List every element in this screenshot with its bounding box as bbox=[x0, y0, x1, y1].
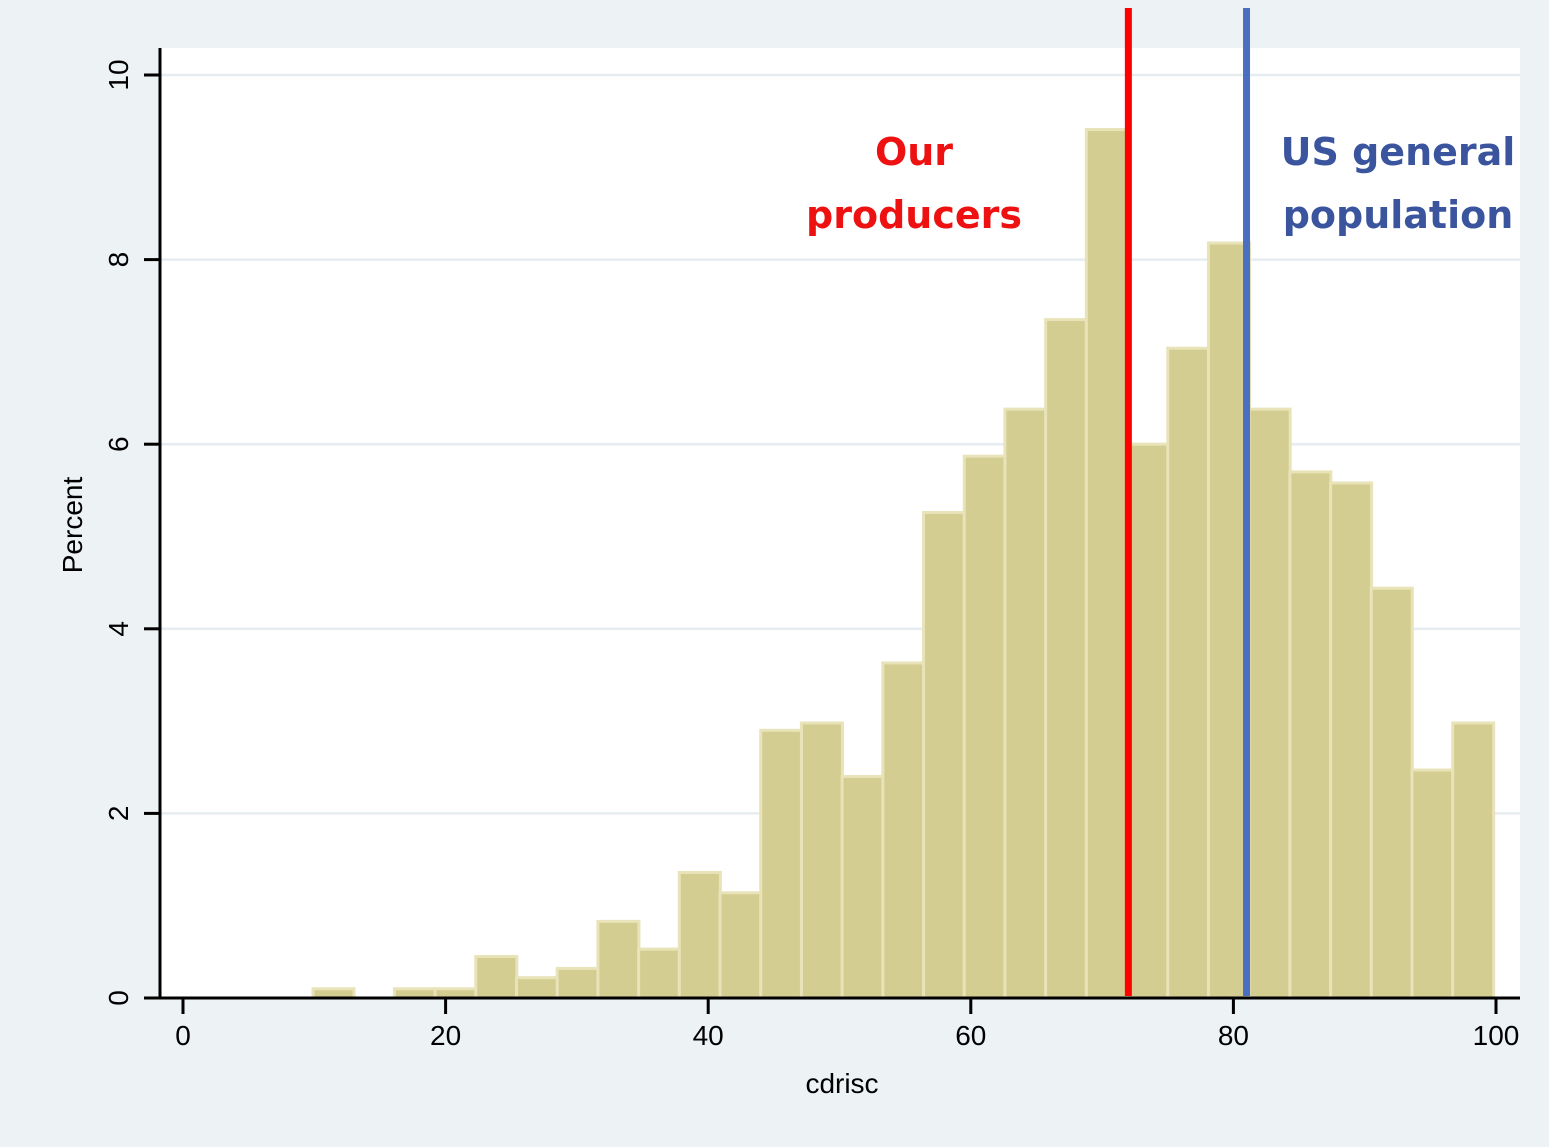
y-axis-title: Percent bbox=[57, 477, 88, 574]
histogram-bar bbox=[1003, 407, 1048, 1000]
histogram-bar bbox=[1247, 407, 1292, 1000]
histogram-bar bbox=[1125, 442, 1170, 1000]
reference-line-annotations: Our producers US general population bbox=[806, 130, 1515, 237]
histogram-bar bbox=[799, 721, 844, 1000]
histogram-bar bbox=[515, 976, 560, 1000]
histogram-bar bbox=[1451, 721, 1496, 1000]
axes bbox=[158, 48, 1520, 1000]
histogram-bar bbox=[1369, 586, 1414, 1000]
histogram-bar bbox=[637, 947, 682, 1000]
histogram-bar bbox=[962, 454, 1007, 1000]
histogram-bar bbox=[1288, 470, 1333, 1000]
y-tick-label: 0 bbox=[103, 990, 134, 1006]
x-tick-label: 20 bbox=[430, 1020, 461, 1051]
y-tick-label: 2 bbox=[103, 806, 134, 822]
annotation-us-general-population-line2: population bbox=[1283, 193, 1514, 237]
histogram-bar bbox=[677, 870, 722, 1000]
annotation-our-producers-line2: producers bbox=[806, 193, 1022, 237]
histogram-bars bbox=[311, 127, 1496, 1000]
y-tick-label: 4 bbox=[103, 621, 134, 637]
histogram-bar bbox=[1329, 481, 1374, 1000]
histogram-bar bbox=[922, 511, 967, 1000]
histogram-bar bbox=[718, 891, 763, 1000]
y-tick-label: 6 bbox=[103, 436, 134, 452]
x-tick-label: 0 bbox=[175, 1020, 191, 1051]
x-axis-ticks: 0 20 40 60 80 100 bbox=[175, 998, 1519, 1051]
x-axis-title: cdrisc bbox=[805, 1068, 878, 1099]
histogram-bar bbox=[596, 919, 641, 1000]
histogram-bar bbox=[1044, 318, 1089, 1000]
histogram-bar bbox=[840, 774, 885, 1000]
histogram-bar bbox=[759, 728, 804, 1000]
histogram-bar bbox=[881, 661, 926, 1000]
y-tick-label: 8 bbox=[103, 252, 134, 268]
x-tick-label: 60 bbox=[955, 1020, 986, 1051]
x-tick-label: 100 bbox=[1473, 1020, 1520, 1051]
x-tick-label: 80 bbox=[1218, 1020, 1249, 1051]
histogram-bar bbox=[1410, 768, 1455, 1000]
annotation-us-general-population-line1: US general bbox=[1281, 130, 1516, 174]
x-tick-label: 40 bbox=[693, 1020, 724, 1051]
histogram-bar bbox=[1084, 127, 1129, 1000]
histogram-bar bbox=[555, 966, 600, 1000]
annotation-our-producers-line1: Our bbox=[875, 130, 953, 174]
y-tick-label: 10 bbox=[103, 59, 134, 90]
histogram-bar bbox=[474, 954, 519, 1000]
y-axis-ticks: 0 2 4 6 8 10 bbox=[103, 59, 160, 1006]
histogram-bar bbox=[1166, 346, 1211, 1000]
reference-lines bbox=[1124, 8, 1251, 996]
